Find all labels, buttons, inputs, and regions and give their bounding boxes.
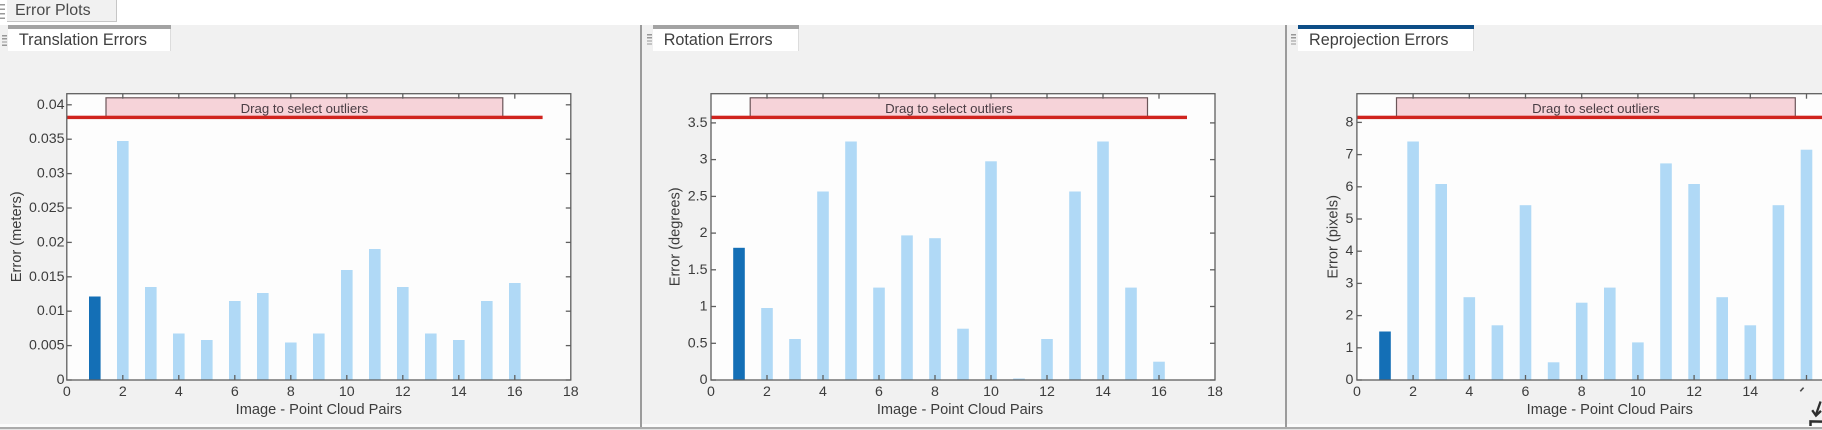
svg-text:2: 2: [1346, 308, 1354, 324]
svg-text:Image - Point Cloud Pairs: Image - Point Cloud Pairs: [236, 402, 402, 418]
svg-text:0: 0: [1346, 372, 1354, 388]
svg-text:16: 16: [1151, 384, 1167, 400]
svg-text:Drag to select outliers: Drag to select outliers: [1532, 101, 1660, 116]
svg-text:14: 14: [1095, 384, 1111, 400]
svg-text:4: 4: [1346, 243, 1354, 259]
svg-text:5: 5: [1346, 211, 1354, 227]
svg-text:6: 6: [875, 384, 883, 400]
svg-text:0.015: 0.015: [29, 269, 65, 285]
svg-text:12: 12: [395, 384, 411, 400]
svg-text:Drag to select outliers: Drag to select outliers: [885, 101, 1013, 116]
svg-text:18: 18: [1207, 384, 1223, 400]
svg-text:6: 6: [231, 384, 239, 400]
svg-text:0: 0: [63, 384, 71, 400]
svg-text:2: 2: [763, 384, 771, 400]
svg-text:Drag to select outliers: Drag to select outliers: [241, 101, 369, 116]
svg-text:10: 10: [1630, 384, 1646, 400]
svg-text:2.5: 2.5: [688, 188, 708, 204]
svg-text:2: 2: [1409, 384, 1417, 400]
svg-text:1: 1: [1346, 340, 1354, 356]
svg-text:10: 10: [339, 384, 355, 400]
svg-text:12: 12: [1686, 384, 1702, 400]
svg-text:16: 16: [507, 384, 523, 400]
svg-text:Image - Point Cloud Pairs: Image - Point Cloud Pairs: [1527, 402, 1693, 418]
svg-text:0: 0: [57, 372, 65, 388]
svg-text:0.025: 0.025: [29, 200, 65, 216]
svg-text:6: 6: [1522, 384, 1530, 400]
svg-text:0.01: 0.01: [37, 303, 65, 319]
svg-text:1: 1: [700, 299, 708, 315]
svg-text:8: 8: [287, 384, 295, 400]
svg-text:6: 6: [1346, 179, 1354, 195]
svg-text:0.035: 0.035: [29, 131, 65, 147]
svg-text:2: 2: [119, 384, 127, 400]
svg-text:0.02: 0.02: [37, 234, 65, 250]
svg-text:0: 0: [1353, 384, 1361, 400]
svg-text:0.005: 0.005: [29, 338, 65, 354]
svg-text:8: 8: [1346, 114, 1354, 130]
svg-text:18: 18: [563, 384, 579, 400]
svg-text:3: 3: [1346, 275, 1354, 291]
svg-text:4: 4: [175, 384, 183, 400]
svg-text:Error (meters): Error (meters): [9, 191, 25, 282]
svg-text:3.5: 3.5: [688, 115, 708, 131]
svg-text:8: 8: [931, 384, 939, 400]
svg-text:0.5: 0.5: [688, 335, 708, 351]
svg-text:10: 10: [983, 384, 999, 400]
svg-text:Error (pixels): Error (pixels): [1326, 195, 1342, 279]
svg-text:4: 4: [819, 384, 827, 400]
svg-text:7: 7: [1346, 147, 1354, 163]
svg-text:1.5: 1.5: [688, 262, 708, 278]
svg-text:3: 3: [700, 152, 708, 168]
svg-text:2: 2: [700, 225, 708, 241]
svg-text:8: 8: [1578, 384, 1586, 400]
svg-text:12: 12: [1039, 384, 1055, 400]
svg-text:4: 4: [1465, 384, 1473, 400]
svg-text:14: 14: [1742, 384, 1758, 400]
svg-text:Image - Point Cloud Pairs: Image - Point Cloud Pairs: [877, 402, 1043, 418]
svg-text:0: 0: [707, 384, 715, 400]
svg-text:0.04: 0.04: [37, 97, 65, 113]
svg-text:0.03: 0.03: [37, 166, 65, 182]
svg-text:14: 14: [451, 384, 467, 400]
svg-text:Error (degrees): Error (degrees): [668, 187, 684, 286]
svg-text:0: 0: [700, 372, 708, 388]
